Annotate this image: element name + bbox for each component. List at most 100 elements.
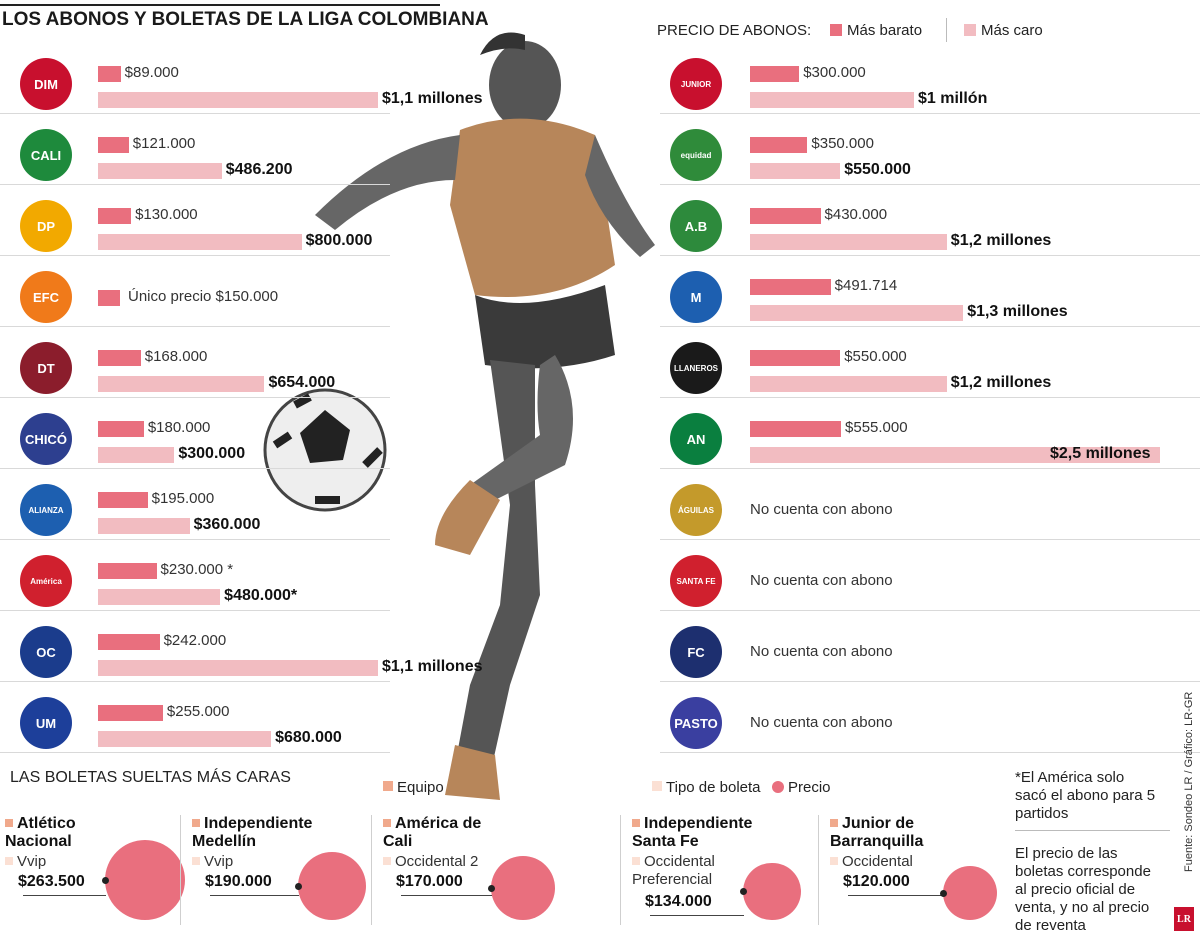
bar-exp (98, 376, 265, 392)
source-text: Fuente: Sondeo LR / Gráfico: LR-GR (1183, 691, 1195, 872)
bar-cheap-label: $195.000 (151, 490, 215, 507)
row-divider (660, 681, 1200, 682)
bar-exp (98, 163, 222, 179)
boleta-separator (620, 815, 621, 925)
boleta-connector (848, 895, 944, 896)
boleta-type-name: Occidental (842, 853, 913, 870)
bar-exp (98, 447, 175, 463)
bar-cheap (98, 208, 132, 224)
bar-cheap-label: $430.000 (824, 206, 888, 223)
legend-title: PRECIO DE ABONOS: (657, 22, 812, 39)
bar-cheap-label: $491.714 (834, 277, 898, 294)
bar-exp (98, 731, 272, 747)
boleta-team-name: América de Cali (383, 815, 482, 850)
team-marker (192, 819, 200, 827)
bar-exp-label: $1,1 millones (382, 90, 483, 107)
bar-cheap (98, 137, 129, 153)
boleta-separator (371, 815, 372, 925)
type-marker (632, 857, 640, 865)
pereira-crest-icon: DP (20, 200, 72, 252)
bucaramanga-crest-icon: A.B (670, 200, 722, 252)
boleta-connector-dot (940, 890, 947, 897)
bar-exp-label: $1,3 millones (967, 303, 1068, 320)
boleta-price-bubble (105, 840, 185, 920)
boleta-type-name: Occidental 2 (395, 853, 479, 870)
boleta-price-bubble (943, 866, 997, 920)
bar-cheap-label: $130.000 (135, 206, 198, 223)
bar-exp-label: $360.000 (193, 516, 261, 533)
team-marker (830, 819, 838, 827)
no-abono-label: No cuenta con abono (750, 572, 893, 589)
bar-cheap (98, 634, 160, 650)
type-marker (383, 857, 391, 865)
row-divider (660, 113, 1200, 114)
boleta-team: América de Cali (383, 815, 508, 851)
boleta-price-bubble (298, 852, 366, 920)
no-abono-label: No cuenta con abono (750, 643, 893, 660)
boletas-title: LAS BOLETAS SUELTAS MÁS CARAS (10, 769, 291, 786)
row-divider (660, 184, 1200, 185)
team-marker (5, 819, 13, 827)
bar-exp-label: $654.000 (268, 374, 336, 391)
tolima-crest-icon: DT (20, 342, 72, 394)
legend-cheap-label: Más barato (847, 22, 923, 39)
equidad-crest-icon: equidad (670, 129, 722, 181)
envigado-crest-icon: EFC (20, 271, 72, 323)
bar-exp-label: $1 millón (918, 90, 988, 107)
medellin-crest-icon: DIM (20, 58, 72, 110)
boleta-connector-dot (102, 877, 109, 884)
type-marker (192, 857, 200, 865)
legend-divider (946, 18, 947, 42)
legend-cheap: Más barato (830, 22, 922, 39)
once-caldas-crest-icon: OC (20, 626, 72, 678)
boleta-connector (650, 915, 745, 916)
aguilas-crest-icon: ÁGUILAS (670, 484, 722, 536)
boleta-price: $170.000 (396, 873, 463, 890)
team-marker (632, 819, 640, 827)
boleta-price: $190.000 (205, 873, 272, 890)
row-divider (660, 255, 1200, 256)
bar-cheap (750, 421, 842, 437)
boleta-connector (401, 895, 492, 896)
boleta-price-bubble (743, 862, 801, 920)
no-abono-label: No cuenta con abono (750, 714, 893, 731)
bar-cheap (98, 705, 163, 721)
lr-logo-icon: LR (1174, 907, 1194, 931)
bar-exp (750, 376, 947, 392)
row-divider (660, 539, 1200, 540)
note-precio: El precio de las boletas corresponde al … (1015, 845, 1151, 934)
bar-exp (750, 305, 964, 321)
row-divider (660, 326, 1200, 327)
boleta-team-name: Independiente Santa Fe (632, 815, 753, 850)
bar-exp-label: $2,5 millones (1050, 445, 1151, 462)
boleta-price: $263.500 (18, 873, 85, 890)
price-swatch (772, 781, 784, 793)
type-marker (830, 857, 838, 865)
boleta-type: Vvip (192, 853, 312, 871)
bar-cheap (98, 350, 141, 366)
row-divider (0, 610, 390, 611)
row-divider (0, 184, 390, 185)
note-america: *El América solo sacó el abono para 5 pa… (1015, 769, 1156, 822)
legend-exp-label: Más caro (981, 22, 1043, 39)
row-divider (0, 113, 390, 114)
boleta-connector-dot (487, 884, 495, 892)
bar-cheap (98, 421, 144, 437)
boleta-type: Occidental 2 (383, 853, 503, 871)
bar-cheap-label: $230.000 * (160, 561, 234, 578)
row-divider (660, 397, 1200, 398)
bar-exp-label: $680.000 (275, 729, 342, 746)
chico-crest-icon: CHICÓ (20, 413, 72, 465)
row-divider (660, 610, 1200, 611)
bar-cheap-label: $242.000 (163, 632, 227, 649)
boletas-legend-price: Precio (772, 779, 831, 796)
bar-exp (750, 447, 1160, 463)
row-divider (660, 468, 1200, 469)
boleta-price: $120.000 (843, 873, 910, 890)
player-illustration-icon (263, 32, 655, 800)
type-marker (5, 857, 13, 865)
santa-fe-crest-icon: SANTA FE (670, 555, 722, 607)
bar-exp-label: $1,1 millones (382, 658, 483, 675)
bar-cheap (98, 492, 148, 508)
page-title: LOS ABONOS Y BOLETAS DE LA LIGA COLOMBIA… (2, 9, 489, 30)
